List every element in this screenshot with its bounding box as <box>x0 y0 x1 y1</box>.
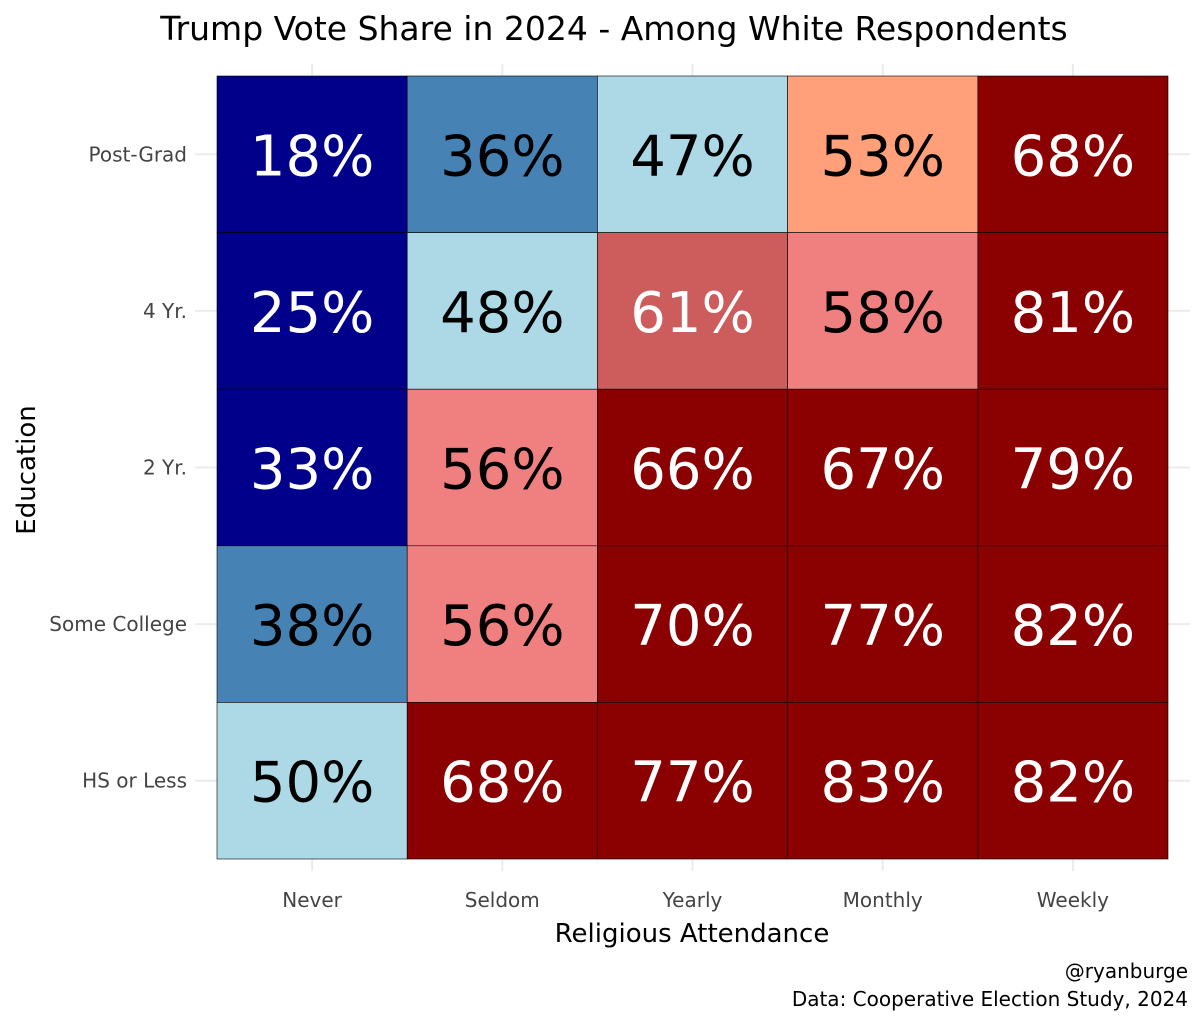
heatmap-cell <box>597 545 788 703</box>
y-tick-label: 2 Yr. <box>143 456 187 480</box>
x-tick-label: Monthly <box>843 888 923 912</box>
heatmap-cell <box>216 232 408 390</box>
heatmap-cell <box>597 388 788 547</box>
heatmap-cell <box>977 232 1169 390</box>
cell-value-label: 82% <box>1011 594 1135 659</box>
heatmap-cell <box>406 388 598 547</box>
cell-value-label: 68% <box>1011 124 1135 189</box>
heatmap-cell <box>977 702 1169 860</box>
y-axis-title: Education <box>12 405 42 534</box>
heatmap-cell <box>787 232 979 390</box>
cell-value-label: 83% <box>820 751 944 816</box>
cell-value-label: 33% <box>250 438 374 503</box>
heatmap-cell <box>977 75 1169 233</box>
heatmap-cell <box>216 75 408 233</box>
caption-author: @ryanburge <box>1065 959 1188 983</box>
cell-value-label: 56% <box>440 438 564 503</box>
y-tick-label: HS or Less <box>82 769 187 793</box>
x-axis-title: Religious Attendance <box>555 919 830 949</box>
x-tick-label: Seldom <box>465 888 540 912</box>
heatmap-cell <box>977 388 1169 547</box>
heatmap-cell <box>787 75 979 233</box>
cell-value-label: 81% <box>1011 281 1135 346</box>
cell-value-label: 77% <box>630 751 754 816</box>
cell-value-label: 56% <box>440 594 564 659</box>
cell-value-label: 58% <box>820 281 944 346</box>
x-tick-label: Yearly <box>662 888 723 912</box>
heatmap-cell <box>787 545 979 703</box>
caption-source: Data: Cooperative Election Study, 2024 <box>792 987 1188 1011</box>
cell-value-label: 36% <box>440 124 564 189</box>
heatmap-cell <box>216 388 408 547</box>
cell-value-label: 53% <box>820 124 944 189</box>
cell-value-label: 50% <box>250 751 374 816</box>
cell-value-label: 67% <box>820 438 944 503</box>
y-tick-label: Post-Grad <box>89 142 187 166</box>
cell-value-label: 48% <box>440 281 564 346</box>
cell-value-label: 79% <box>1011 438 1135 503</box>
cell-value-label: 68% <box>440 751 564 816</box>
y-tick-label: Some College <box>49 612 187 636</box>
cell-value-label: 38% <box>250 594 374 659</box>
cell-value-label: 61% <box>630 281 754 346</box>
cell-value-label: 70% <box>630 594 754 659</box>
cell-value-label: 47% <box>630 124 754 189</box>
heatmap-cells <box>216 75 1169 860</box>
cell-value-label: 25% <box>250 281 374 346</box>
chart-title: Trump Vote Share in 2024 - Among White R… <box>159 9 1067 48</box>
cell-value-label: 82% <box>1011 751 1135 816</box>
heatmap-cell <box>597 702 788 860</box>
heatmap-cell <box>406 75 598 233</box>
heatmap-cell <box>406 702 598 860</box>
heatmap-cell <box>406 232 598 390</box>
x-tick-label: Weekly <box>1037 888 1109 912</box>
x-tick-label: Never <box>282 888 342 912</box>
x-axis-ticks: Never Seldom Yearly Monthly Weekly <box>282 888 1109 912</box>
y-tick-label: 4 Yr. <box>143 299 187 323</box>
heatmap-cell <box>787 702 979 860</box>
heatmap-cell <box>597 232 788 390</box>
cell-value-label: 18% <box>250 124 374 189</box>
cell-value-label: 66% <box>630 438 754 503</box>
heatmap-cell <box>787 388 979 547</box>
heatmap-cell <box>977 545 1169 703</box>
heatmap-cell <box>216 545 408 703</box>
heatmap-cell <box>216 702 408 860</box>
cell-value-label: 77% <box>820 594 944 659</box>
y-axis-ticks: Post-Grad 4 Yr. 2 Yr. Some College HS or Les… <box>49 142 187 792</box>
cell-labels: 18% 36% 47% 53% 68% 25% 48% 61% 58% 81% 33% 56% 66% 6… <box>250 124 1135 815</box>
